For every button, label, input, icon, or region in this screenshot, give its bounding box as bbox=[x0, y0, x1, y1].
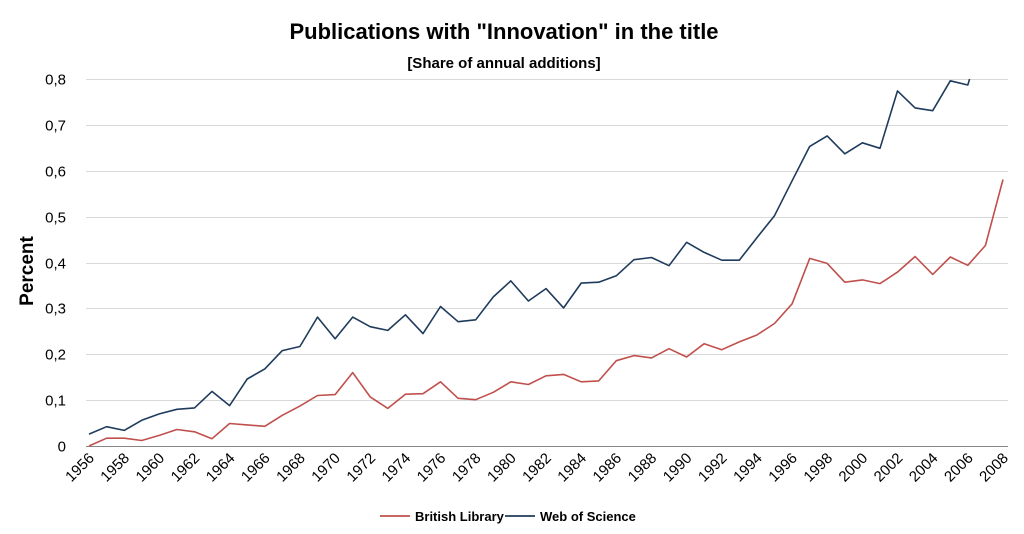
x-tick-label: 1960 bbox=[133, 450, 169, 486]
x-tick-label: 1982 bbox=[519, 450, 555, 486]
x-tick-label: 1990 bbox=[660, 450, 696, 486]
chart-title: Publications with "Innovation" in the ti… bbox=[289, 19, 718, 44]
x-tick-label: 1988 bbox=[625, 450, 661, 486]
y-tick-label: 0 bbox=[58, 439, 66, 456]
x-tick-label: 1962 bbox=[168, 450, 204, 486]
x-tick-label: 1986 bbox=[590, 450, 626, 486]
y-tick-label: 0,3 bbox=[45, 301, 66, 318]
legend-label: Web of Science bbox=[540, 509, 636, 524]
y-tick-label: 0,7 bbox=[45, 118, 66, 135]
y-axis-label: Percent bbox=[17, 235, 38, 305]
x-tick-label: 1970 bbox=[308, 450, 344, 486]
x-tick-label: 1972 bbox=[343, 450, 379, 486]
y-tick-label: 0,2 bbox=[45, 347, 66, 364]
x-tick-label: 1966 bbox=[238, 450, 274, 486]
y-tick-label: 0,8 bbox=[45, 72, 66, 89]
x-tick-label: 1956 bbox=[62, 450, 98, 486]
x-tick-label: 2004 bbox=[906, 450, 942, 486]
x-tick-label: 1978 bbox=[449, 450, 485, 486]
x-tick-label: 1976 bbox=[414, 450, 450, 486]
x-tick-label: 1998 bbox=[800, 450, 836, 486]
gridlines bbox=[86, 79, 1008, 401]
y-tick-label: 0,4 bbox=[45, 256, 66, 273]
y-tick-label: 0,5 bbox=[45, 210, 66, 227]
x-tick-label: 1958 bbox=[97, 450, 133, 486]
x-tick-label: 1994 bbox=[730, 450, 766, 486]
y-tick-label: 0,6 bbox=[45, 164, 66, 181]
y-axis-ticks: 0 0,1 0,2 0,3 0,4 0,5 0,6 0,7 0,8 bbox=[45, 72, 66, 456]
x-tick-label: 1992 bbox=[695, 450, 731, 486]
y-tick-label: 0,1 bbox=[45, 393, 66, 410]
series-group bbox=[88, 78, 1004, 447]
x-tick-label: 2000 bbox=[836, 450, 872, 486]
series-line-0 bbox=[88, 179, 1004, 447]
x-tick-label: 1968 bbox=[273, 450, 309, 486]
legend: British Library Web of Science bbox=[380, 509, 636, 524]
legend-label: British Library bbox=[415, 509, 505, 524]
chart-subtitle: [Share of annual additions] bbox=[407, 55, 600, 72]
x-tick-label: 1964 bbox=[203, 450, 239, 486]
x-tick-label: 1974 bbox=[379, 450, 415, 486]
series-line-1 bbox=[88, 78, 971, 435]
x-tick-label: 2008 bbox=[976, 450, 1012, 486]
x-tick-label: 2002 bbox=[871, 450, 907, 486]
x-tick-label: 1980 bbox=[484, 450, 520, 486]
x-tick-label: 1996 bbox=[765, 450, 801, 486]
x-tick-label: 2006 bbox=[941, 450, 977, 486]
x-axis-ticks: 1956 1958 1960 1962 1964 1966 1968 1970 1972 1974… bbox=[62, 450, 1012, 486]
x-tick-label: 1984 bbox=[554, 450, 590, 486]
